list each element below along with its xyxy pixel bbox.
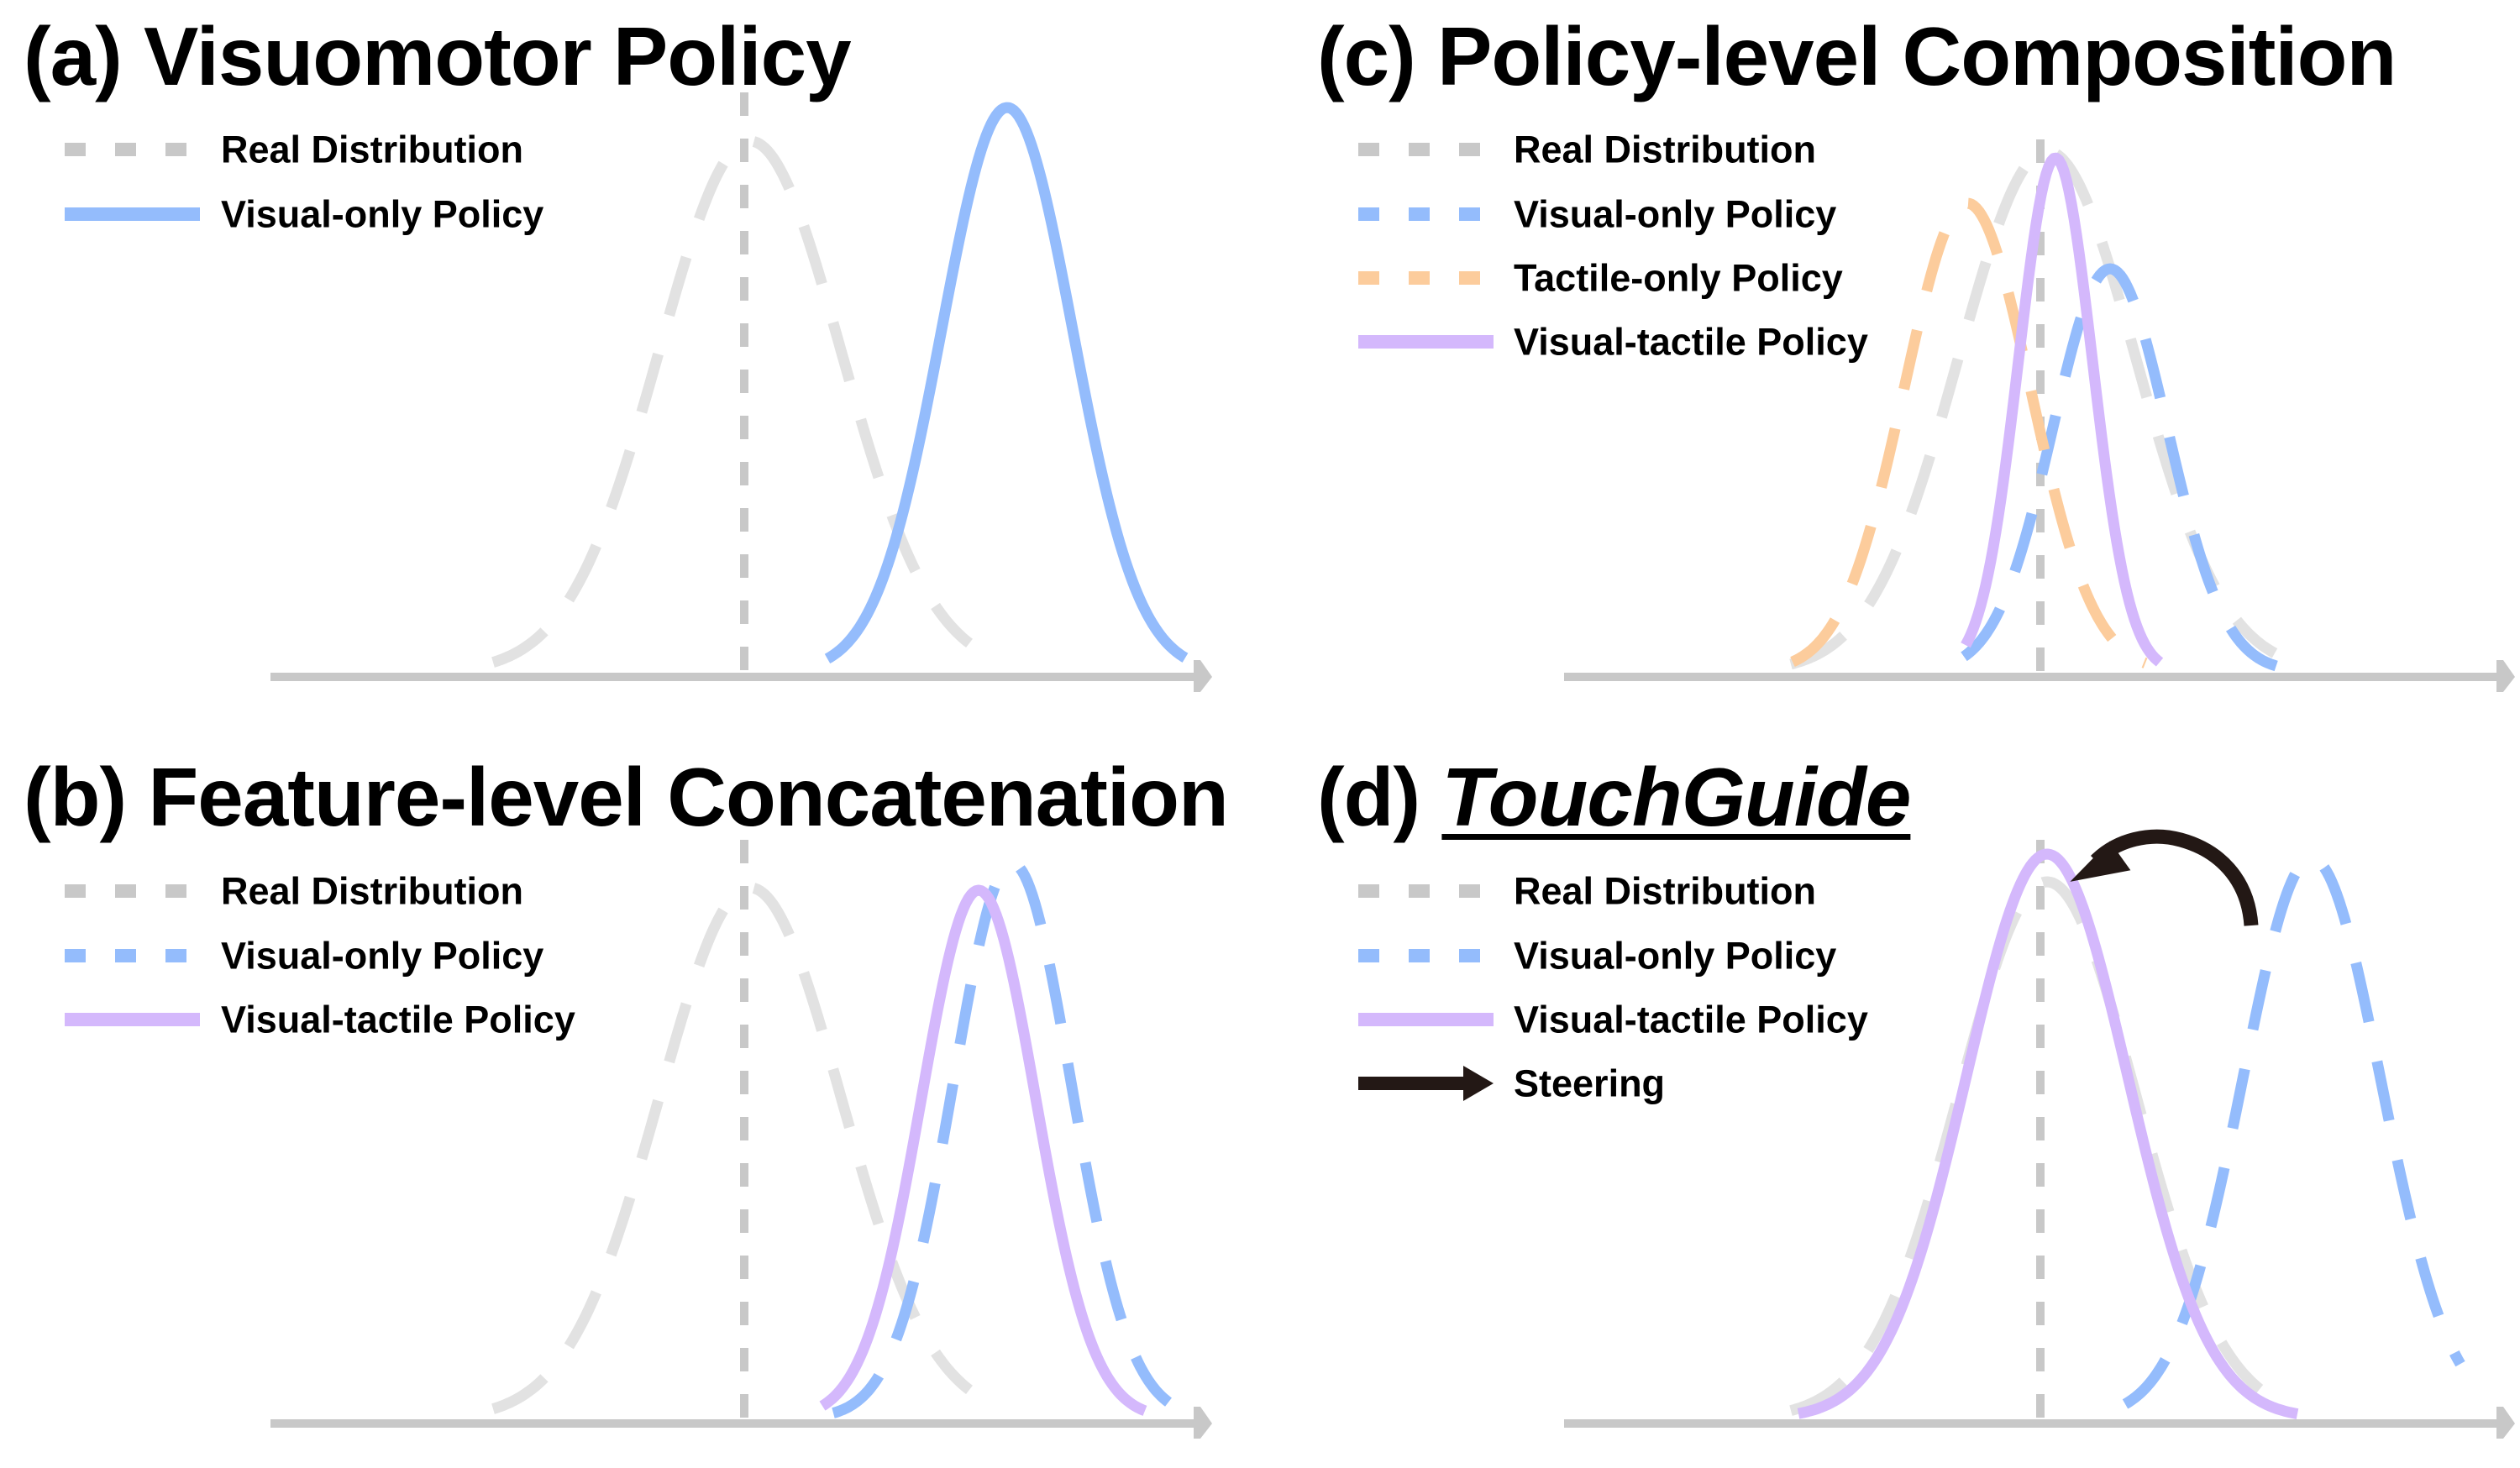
x-axis-arrowhead-icon	[1194, 660, 1212, 692]
legend-label-steering: Steering	[1514, 1062, 1666, 1105]
plot-feature-level-concatenation	[270, 840, 1212, 1439]
legend-label-real-distribution: Real Distribution	[221, 128, 524, 171]
panel-title-d: (d) TouchGuide	[1317, 756, 1911, 838]
visual-tactile-policy-curve	[1795, 848, 2301, 1419]
panel-title-text: Visuomotor Policy	[144, 10, 852, 102]
steering-arrow-icon	[2070, 829, 2259, 926]
legend-arrow-shaft	[1358, 1077, 1463, 1090]
panel-prefix: (b)	[24, 751, 127, 843]
legend-swatches	[65, 143, 1494, 1101]
legend-label-real-distribution: Real Distribution	[1514, 869, 1817, 913]
legend-label-visual-only-policy: Visual-only Policy	[221, 934, 544, 978]
tactile-only-policy-curve	[1789, 197, 2149, 668]
panel-title-a: (a) Visuomotor Policy	[24, 15, 852, 97]
plot-visuomotor-policy	[270, 92, 1212, 692]
legend-label-real-distribution: Real Distribution	[221, 869, 524, 913]
visual-tactile-policy-curve	[1961, 152, 2164, 667]
legend-label-visual-only-policy: Visual-only Policy	[221, 192, 544, 236]
panel-title-c: (c) Policy-level Composition	[1317, 15, 2397, 97]
panel-prefix: (d)	[1317, 751, 1420, 843]
legend-label-visual-only-policy: Visual-only Policy	[1514, 934, 1837, 978]
real-distribution-curve	[490, 882, 973, 1414]
legend-label-visual-only-policy: Visual-only Policy	[1514, 192, 1837, 236]
panel-prefix: (c)	[1317, 10, 1416, 102]
panel-title-text: Feature-level Concatenation	[148, 751, 1228, 843]
plot-touchguide	[1564, 840, 2515, 1439]
visual-only-policy-curve	[830, 857, 1172, 1418]
visual-only-policy-curve	[2122, 852, 2465, 1409]
legend-label-visual-tactile-policy: Visual-tactile Policy	[221, 998, 575, 1041]
legend-label-tactile-only-policy: Tactile-only Policy	[1514, 256, 1843, 300]
right-arrow-icon	[1463, 1066, 1494, 1101]
visual-only-policy-curve	[1961, 263, 2300, 676]
legend-label-real-distribution: Real Distribution	[1514, 128, 1817, 171]
touchguide-title: TouchGuide	[1441, 751, 1911, 843]
x-axis-arrowhead-icon	[1194, 1407, 1212, 1439]
real-distribution-curve	[490, 135, 973, 668]
panel-title-b: (b) Feature-level Concatenation	[24, 756, 1229, 838]
plot-policy-level-composition	[1564, 139, 2515, 692]
panel-title-text: Policy-level Composition	[1437, 10, 2397, 102]
legend-label-visual-tactile-policy: Visual-tactile Policy	[1514, 320, 1868, 364]
visual-only-policy-curve	[824, 102, 1189, 664]
legend-label-visual-tactile-policy: Visual-tactile Policy	[1514, 998, 1868, 1041]
x-axis-arrowhead-icon	[2496, 1407, 2515, 1439]
visual-tactile-policy-curve	[819, 884, 1148, 1416]
x-axis-arrowhead-icon	[2496, 660, 2515, 692]
panel-prefix: (a)	[24, 10, 123, 102]
